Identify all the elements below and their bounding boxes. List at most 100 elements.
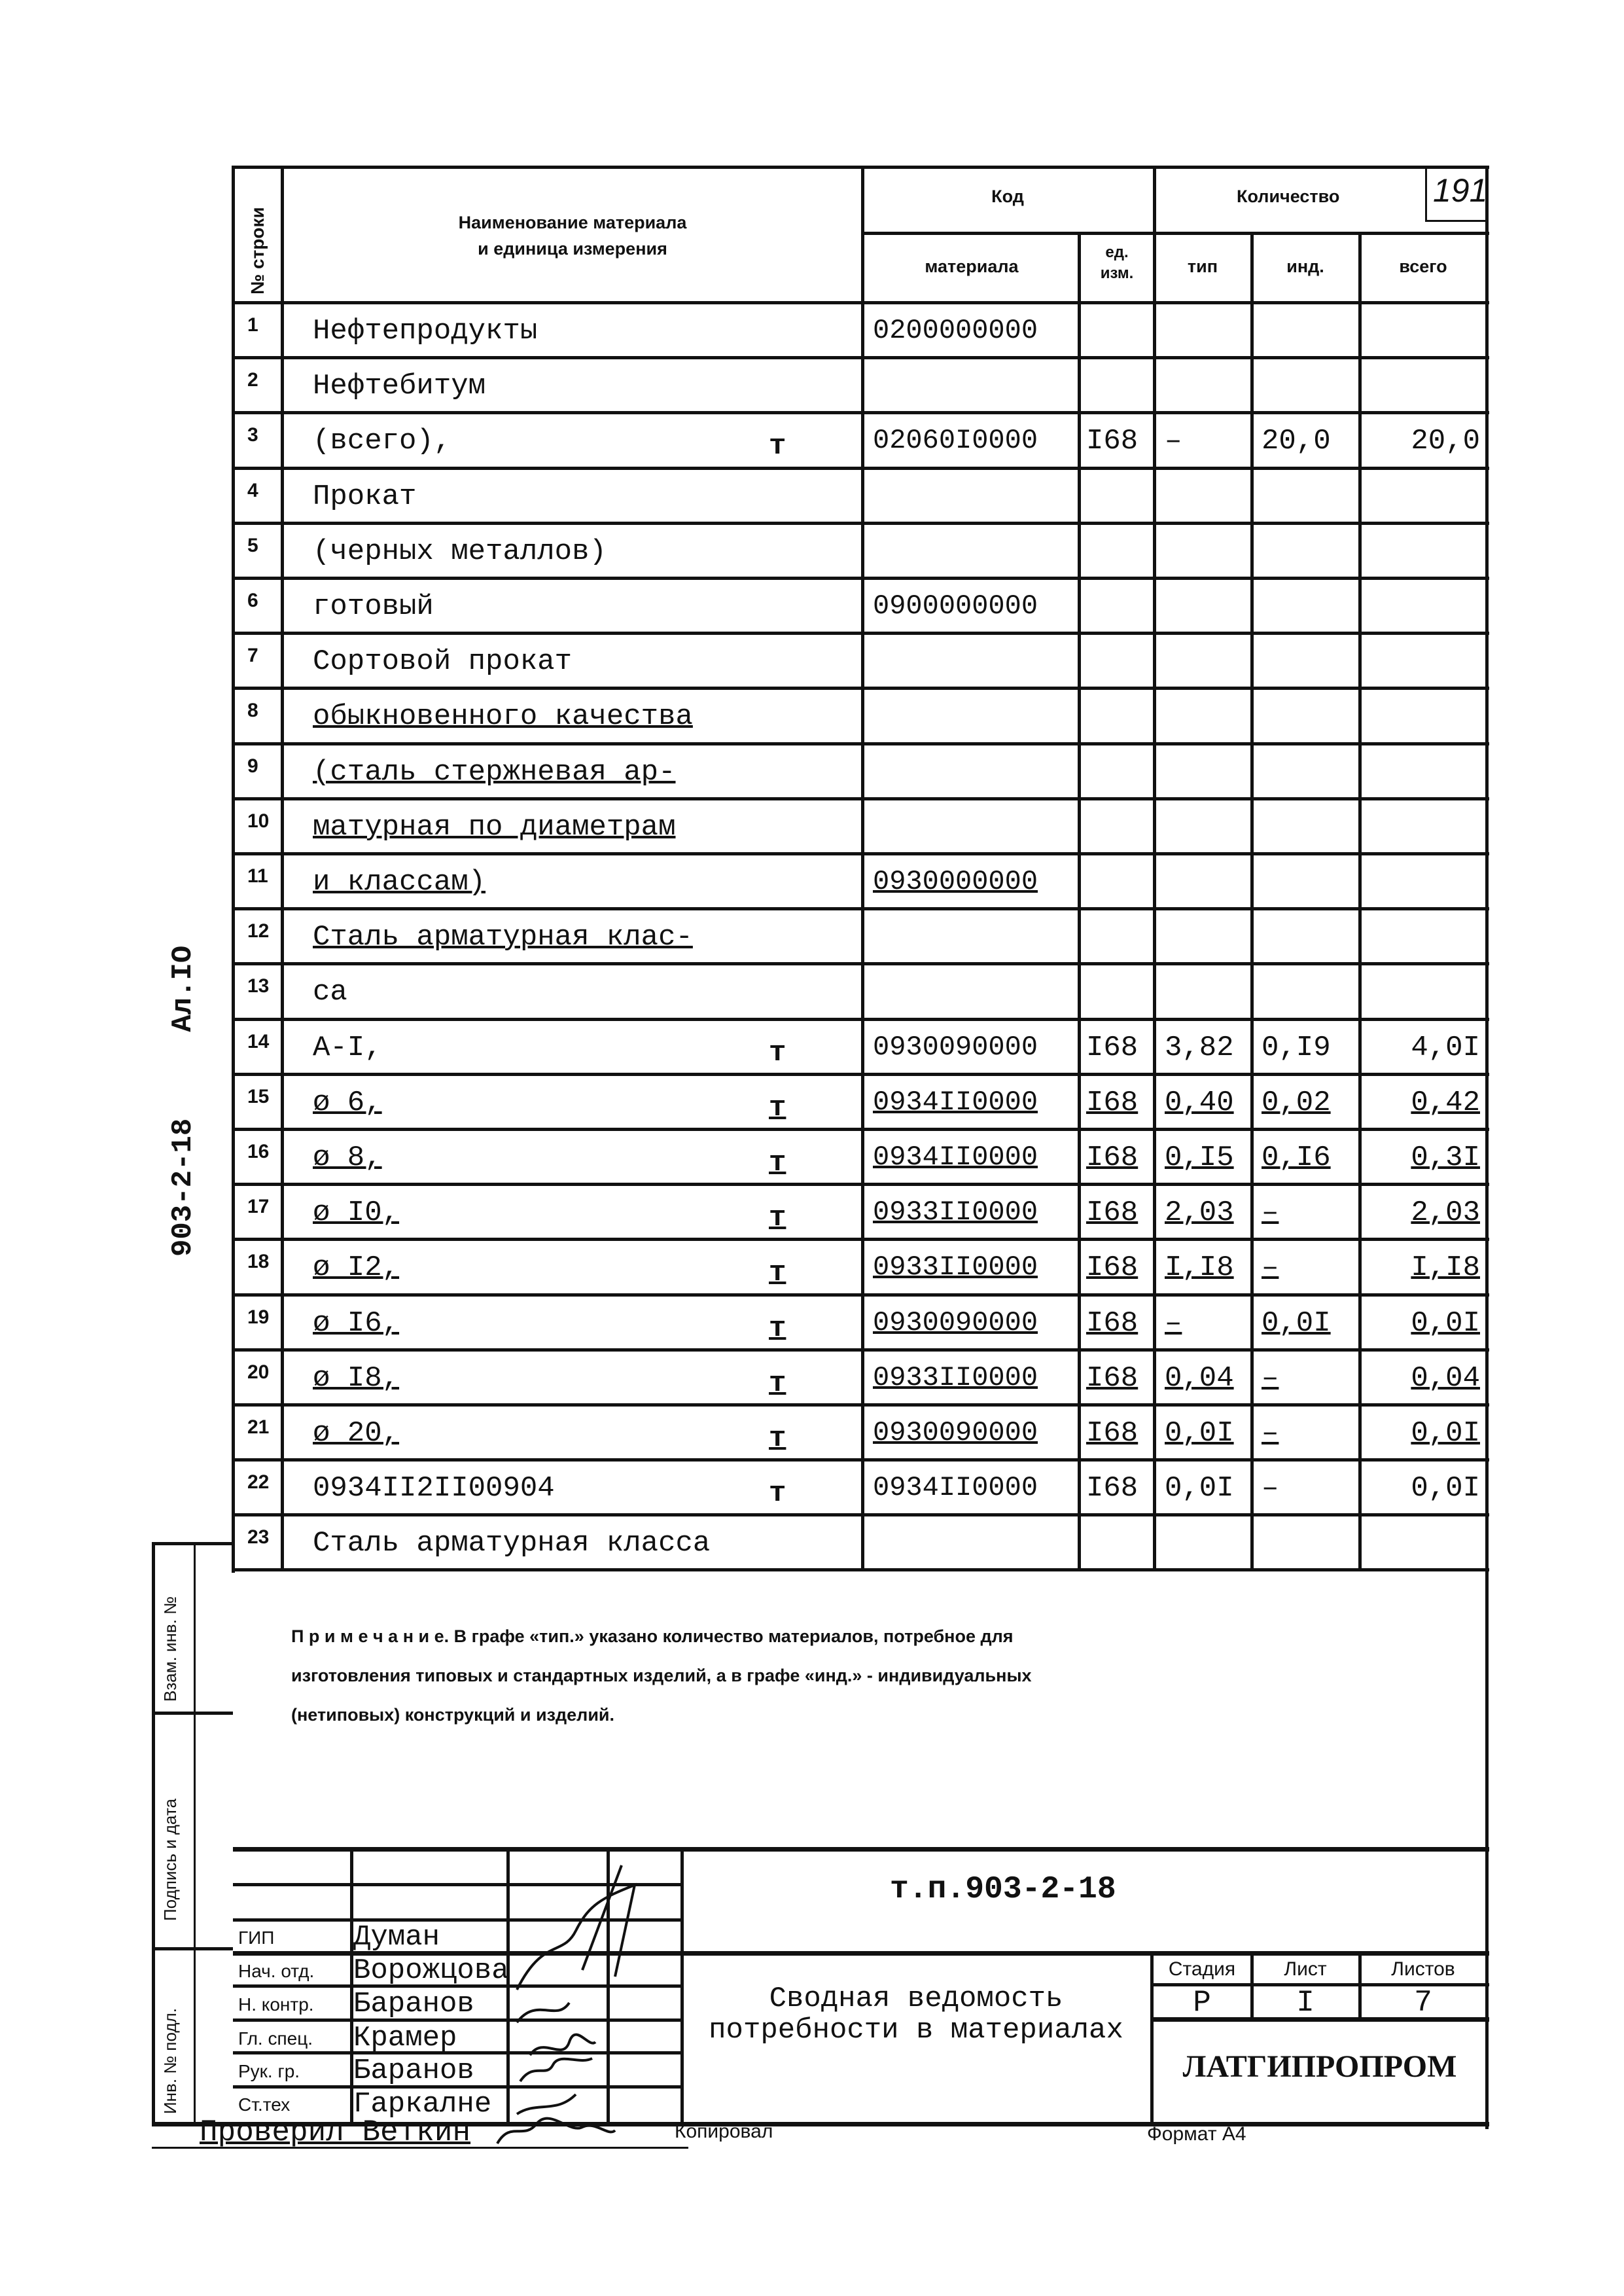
sheet-value: I [1296, 1986, 1315, 2020]
material-name: Нефтебитум [313, 370, 486, 403]
unit-symbol: т [769, 1422, 786, 1455]
row-number: 6 [247, 590, 258, 611]
material-code: 0200000000 [873, 315, 1038, 346]
material-code: 0933II0000 [873, 1196, 1038, 1229]
side-label-inv: Инв. № подл. [160, 2008, 180, 2114]
divider [1425, 169, 1427, 221]
row-number: 18 [247, 1251, 270, 1273]
material-name: обыкновенного качества [313, 700, 693, 734]
row-number: 19 [247, 1306, 270, 1328]
row-number: 23 [247, 1526, 270, 1549]
qty-ind: – [1262, 1251, 1279, 1285]
checked-by: Проверил Веткин [200, 2115, 471, 2149]
material-code: 0930090000 [873, 1031, 1038, 1063]
copied-label: Копировал [675, 2121, 773, 2142]
qty-ind: – [1262, 1196, 1279, 1230]
sheets-label: Листов [1391, 1958, 1455, 1980]
material-code: 0930090000 [873, 1306, 1038, 1338]
material-name: Сталь арматурная класса [313, 1527, 711, 1560]
unit-code: I68 [1086, 425, 1139, 458]
row-number: 12 [247, 920, 270, 942]
material-code: 02060I0000 [873, 425, 1038, 457]
signatory-role: Гл. спец. [238, 2028, 313, 2049]
note-line: изготовления типовых и стандартных издел… [291, 1666, 1032, 1685]
material-name: матурная по диаметрам [313, 810, 676, 844]
signatory-name: Крамер [353, 2022, 457, 2054]
qty-total: 2,03 [1411, 1196, 1480, 1230]
material-code: 0934II0000 [873, 1472, 1038, 1504]
qty-ind: – [1262, 1361, 1279, 1395]
material-code: 0900000000 [873, 590, 1038, 622]
stage-value: Р [1193, 1986, 1211, 2020]
material-name: ø I0, [313, 1196, 400, 1230]
qty-total: 4,0I [1411, 1031, 1480, 1064]
material-name: са [313, 976, 347, 1009]
header-total: всего [1399, 257, 1447, 276]
unit-code: I68 [1086, 1086, 1139, 1119]
document-title: Сводная ведомость потребности в материал… [709, 1982, 1123, 2047]
unit-code: I68 [1086, 1251, 1139, 1285]
material-name: 0934II2II00904 [313, 1472, 555, 1505]
side-label-zam: Взам. инв. № [160, 1596, 180, 1702]
header-material: материала [925, 257, 1019, 276]
unit-code: I68 [1086, 1472, 1139, 1505]
header-row-number: № строки [247, 207, 268, 295]
qty-typ: 2,03 [1165, 1196, 1234, 1230]
unit-code: I68 [1086, 1306, 1139, 1340]
signature [496, 2117, 616, 2145]
row-number: 15 [247, 1085, 270, 1107]
signatory-name: Баранов [353, 2054, 474, 2087]
row-number: 20 [247, 1361, 270, 1383]
material-name: ø 6, [313, 1086, 382, 1119]
row-number: 2 [247, 369, 258, 391]
qty-typ: 0,40 [1165, 1086, 1234, 1119]
signatory-role: Ст.тех [238, 2094, 291, 2115]
unit-code: I68 [1086, 1141, 1139, 1174]
header-name: Наименование материала и единица измерен… [458, 213, 687, 259]
header-ind: инд. [1286, 257, 1324, 276]
organization-name: ЛАТГИПРОПРОМ [1182, 2049, 1457, 2084]
material-code: 0933II0000 [873, 1251, 1038, 1283]
sheet-label: Лист [1284, 1958, 1327, 1980]
row-number: 3 [247, 424, 258, 446]
material-name: ø 8, [313, 1141, 382, 1174]
document-code: т.п.903-2-18 [890, 1872, 1116, 1907]
row-number: 13 [247, 975, 270, 997]
unit-code: I68 [1086, 1417, 1139, 1450]
row-number: 16 [247, 1141, 270, 1162]
material-code: 0930000000 [873, 866, 1038, 897]
sheets-value: 7 [1414, 1986, 1432, 2020]
row-number: 22 [247, 1471, 270, 1494]
qty-total: 0,04 [1411, 1361, 1480, 1395]
signatory-role: Н. контр. [238, 1994, 314, 2015]
header-typ: тип [1187, 257, 1218, 276]
qty-ind: 0,I6 [1262, 1141, 1331, 1174]
unit-symbol: т [769, 1091, 786, 1124]
row-number: 5 [247, 534, 258, 556]
material-name: готовый [313, 590, 434, 623]
row-number: 8 [247, 700, 258, 722]
row-number: 9 [247, 755, 258, 777]
signatory-role: ГИП [238, 1928, 275, 1948]
unit-code: I68 [1086, 1031, 1139, 1064]
qty-typ: I,I8 [1165, 1251, 1234, 1285]
material-name: ø I6, [313, 1306, 400, 1340]
qty-ind: – [1262, 1417, 1279, 1450]
stage-label: Стадия [1168, 1958, 1236, 1980]
qty-typ: – [1165, 1306, 1182, 1340]
material-code: 0930090000 [873, 1417, 1038, 1448]
note: П р и м е ч а н и е. В графе «тип.» указ… [291, 1617, 1032, 1734]
qty-total: 0,0I [1411, 1417, 1480, 1450]
unit-symbol: т [769, 1036, 786, 1069]
signature [516, 1865, 637, 1990]
qty-typ: 0,0I [1165, 1472, 1234, 1505]
unit-symbol: т [769, 1147, 786, 1179]
unit-symbol: т [769, 1202, 786, 1235]
material-name: ø I2, [313, 1251, 400, 1285]
row-number: 14 [247, 1030, 270, 1052]
unit-symbol: т [769, 430, 786, 463]
signatory-name: Гаркалне [353, 2088, 492, 2121]
signatory-name: Баранов [353, 1988, 474, 2020]
header-unit: ед. изм. [1100, 243, 1134, 282]
unit-symbol: т [769, 1312, 786, 1345]
